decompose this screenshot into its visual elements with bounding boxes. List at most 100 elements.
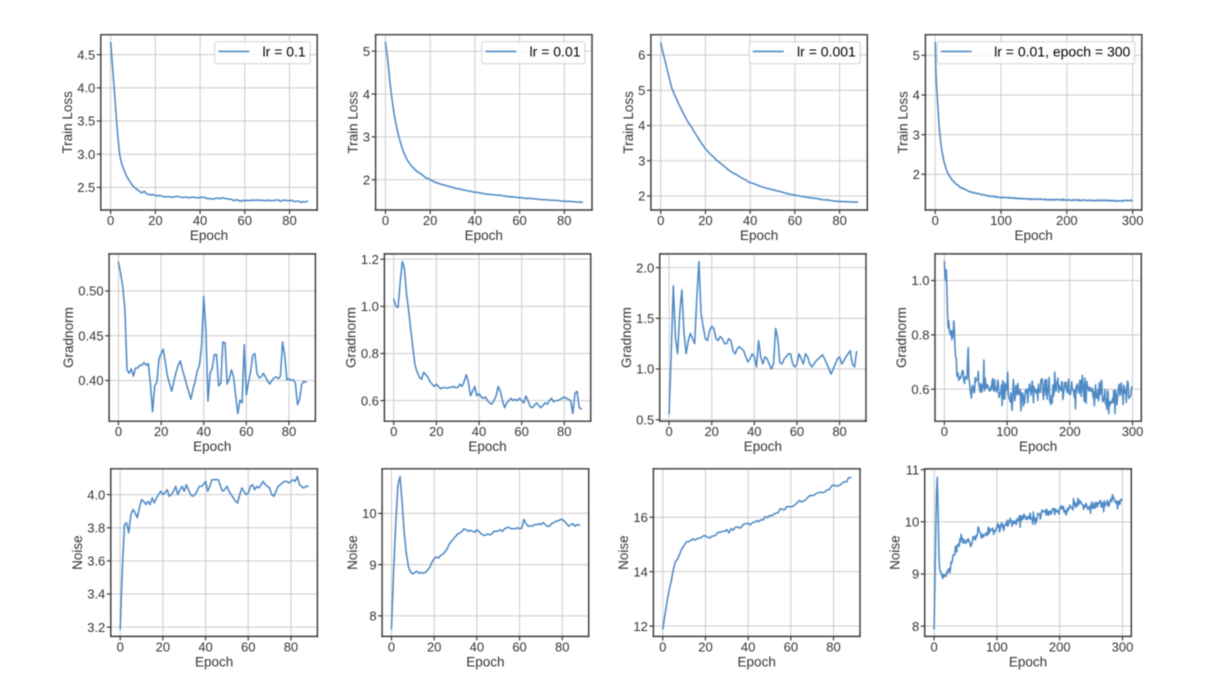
svg-text:60: 60 [512,213,526,228]
svg-text:60: 60 [512,639,526,654]
svg-text:4.0: 4.0 [87,487,105,502]
svg-text:2: 2 [913,167,920,182]
svg-text:Noise: Noise [70,535,85,570]
svg-text:0: 0 [941,424,948,439]
svg-text:lr = 0.01, epoch = 300: lr = 0.01, epoch = 300 [994,43,1130,59]
svg-text:300: 300 [1112,639,1134,654]
svg-text:Epoch: Epoch [740,228,778,243]
svg-text:3.8: 3.8 [87,520,105,535]
svg-text:60: 60 [238,213,252,228]
svg-text:1.5: 1.5 [636,311,654,326]
svg-text:3.4: 3.4 [87,587,105,602]
svg-text:0.8: 0.8 [361,346,379,361]
svg-text:Epoch: Epoch [195,654,233,669]
svg-text:lr = 0.01: lr = 0.01 [530,43,581,59]
svg-text:20: 20 [429,424,443,439]
svg-text:20: 20 [698,213,712,228]
svg-text:80: 80 [832,424,846,439]
svg-text:0: 0 [930,639,937,654]
svg-text:2: 2 [638,189,645,204]
svg-text:2: 2 [363,172,370,187]
svg-text:Gradnorm: Gradnorm [61,307,76,368]
svg-text:60: 60 [788,213,802,228]
svg-text:Gradnorm: Gradnorm [344,307,359,368]
svg-text:40: 40 [470,639,484,654]
svg-text:60: 60 [790,424,804,439]
svg-text:3: 3 [913,127,920,142]
svg-text:40: 40 [743,213,757,228]
svg-text:Noise: Noise [887,535,902,570]
svg-text:Gradnorm: Gradnorm [619,307,634,368]
svg-text:1.0: 1.0 [911,273,929,288]
svg-text:1.0: 1.0 [636,362,654,377]
svg-text:0: 0 [117,639,124,654]
svg-text:0.6: 0.6 [911,382,929,397]
svg-text:200: 200 [1049,639,1071,654]
svg-text:12: 12 [633,619,647,634]
svg-text:10: 10 [362,506,376,521]
svg-text:0: 0 [382,213,389,228]
svg-text:100: 100 [986,639,1008,654]
svg-text:100: 100 [996,424,1018,439]
svg-text:0: 0 [107,213,114,228]
svg-text:80: 80 [832,213,846,228]
svg-text:4: 4 [363,87,370,102]
svg-text:Epoch: Epoch [468,439,506,454]
svg-text:2.0: 2.0 [636,260,654,275]
svg-text:40: 40 [472,424,486,439]
svg-text:5: 5 [363,44,370,59]
svg-text:5: 5 [638,83,645,98]
svg-text:Noise: Noise [616,535,631,570]
svg-text:11: 11 [906,462,920,477]
svg-text:9: 9 [369,557,376,572]
svg-text:3.2: 3.2 [87,620,105,635]
svg-text:8: 8 [912,619,919,634]
svg-text:20: 20 [156,639,170,654]
svg-text:0: 0 [115,424,122,439]
svg-text:4.5: 4.5 [77,47,95,62]
svg-text:0: 0 [659,639,666,654]
svg-text:40: 40 [741,639,755,654]
svg-text:lr = 0.1: lr = 0.1 [263,43,306,59]
svg-text:0: 0 [932,213,939,228]
svg-text:20: 20 [698,639,712,654]
svg-text:0.8: 0.8 [911,328,929,343]
svg-text:300: 300 [1122,424,1144,439]
svg-text:8: 8 [369,609,376,624]
svg-text:0: 0 [390,424,397,439]
svg-text:20: 20 [154,424,168,439]
svg-text:1.0: 1.0 [361,299,379,314]
svg-text:3: 3 [638,153,645,168]
svg-text:200: 200 [1056,213,1078,228]
svg-text:9: 9 [912,567,919,582]
svg-text:Epoch: Epoch [1019,439,1057,454]
svg-text:Epoch: Epoch [466,654,504,669]
svg-text:0: 0 [388,639,395,654]
svg-text:0: 0 [657,213,664,228]
svg-text:60: 60 [241,639,255,654]
svg-text:Epoch: Epoch [193,439,231,454]
svg-text:80: 80 [282,213,296,228]
svg-text:20: 20 [704,424,718,439]
svg-text:Epoch: Epoch [738,654,776,669]
svg-text:Train Loss: Train Loss [621,91,636,154]
svg-text:40: 40 [198,639,212,654]
svg-text:Epoch: Epoch [465,228,503,243]
svg-text:14: 14 [633,564,647,579]
svg-text:Noise: Noise [345,535,360,570]
svg-text:100: 100 [990,213,1012,228]
svg-text:20: 20 [423,213,437,228]
svg-text:1.2: 1.2 [361,252,379,267]
svg-text:16: 16 [633,510,647,525]
svg-text:Epoch: Epoch [190,228,228,243]
svg-text:0: 0 [665,424,672,439]
svg-text:4.0: 4.0 [77,81,95,96]
svg-text:200: 200 [1059,424,1081,439]
svg-text:3.0: 3.0 [77,147,95,162]
svg-text:6: 6 [638,48,645,63]
svg-text:lr = 0.001: lr = 0.001 [797,43,856,59]
svg-text:0.50: 0.50 [78,284,103,299]
svg-text:Train Loss: Train Loss [60,91,75,154]
svg-text:2.5: 2.5 [77,180,95,195]
svg-text:4: 4 [913,88,920,103]
